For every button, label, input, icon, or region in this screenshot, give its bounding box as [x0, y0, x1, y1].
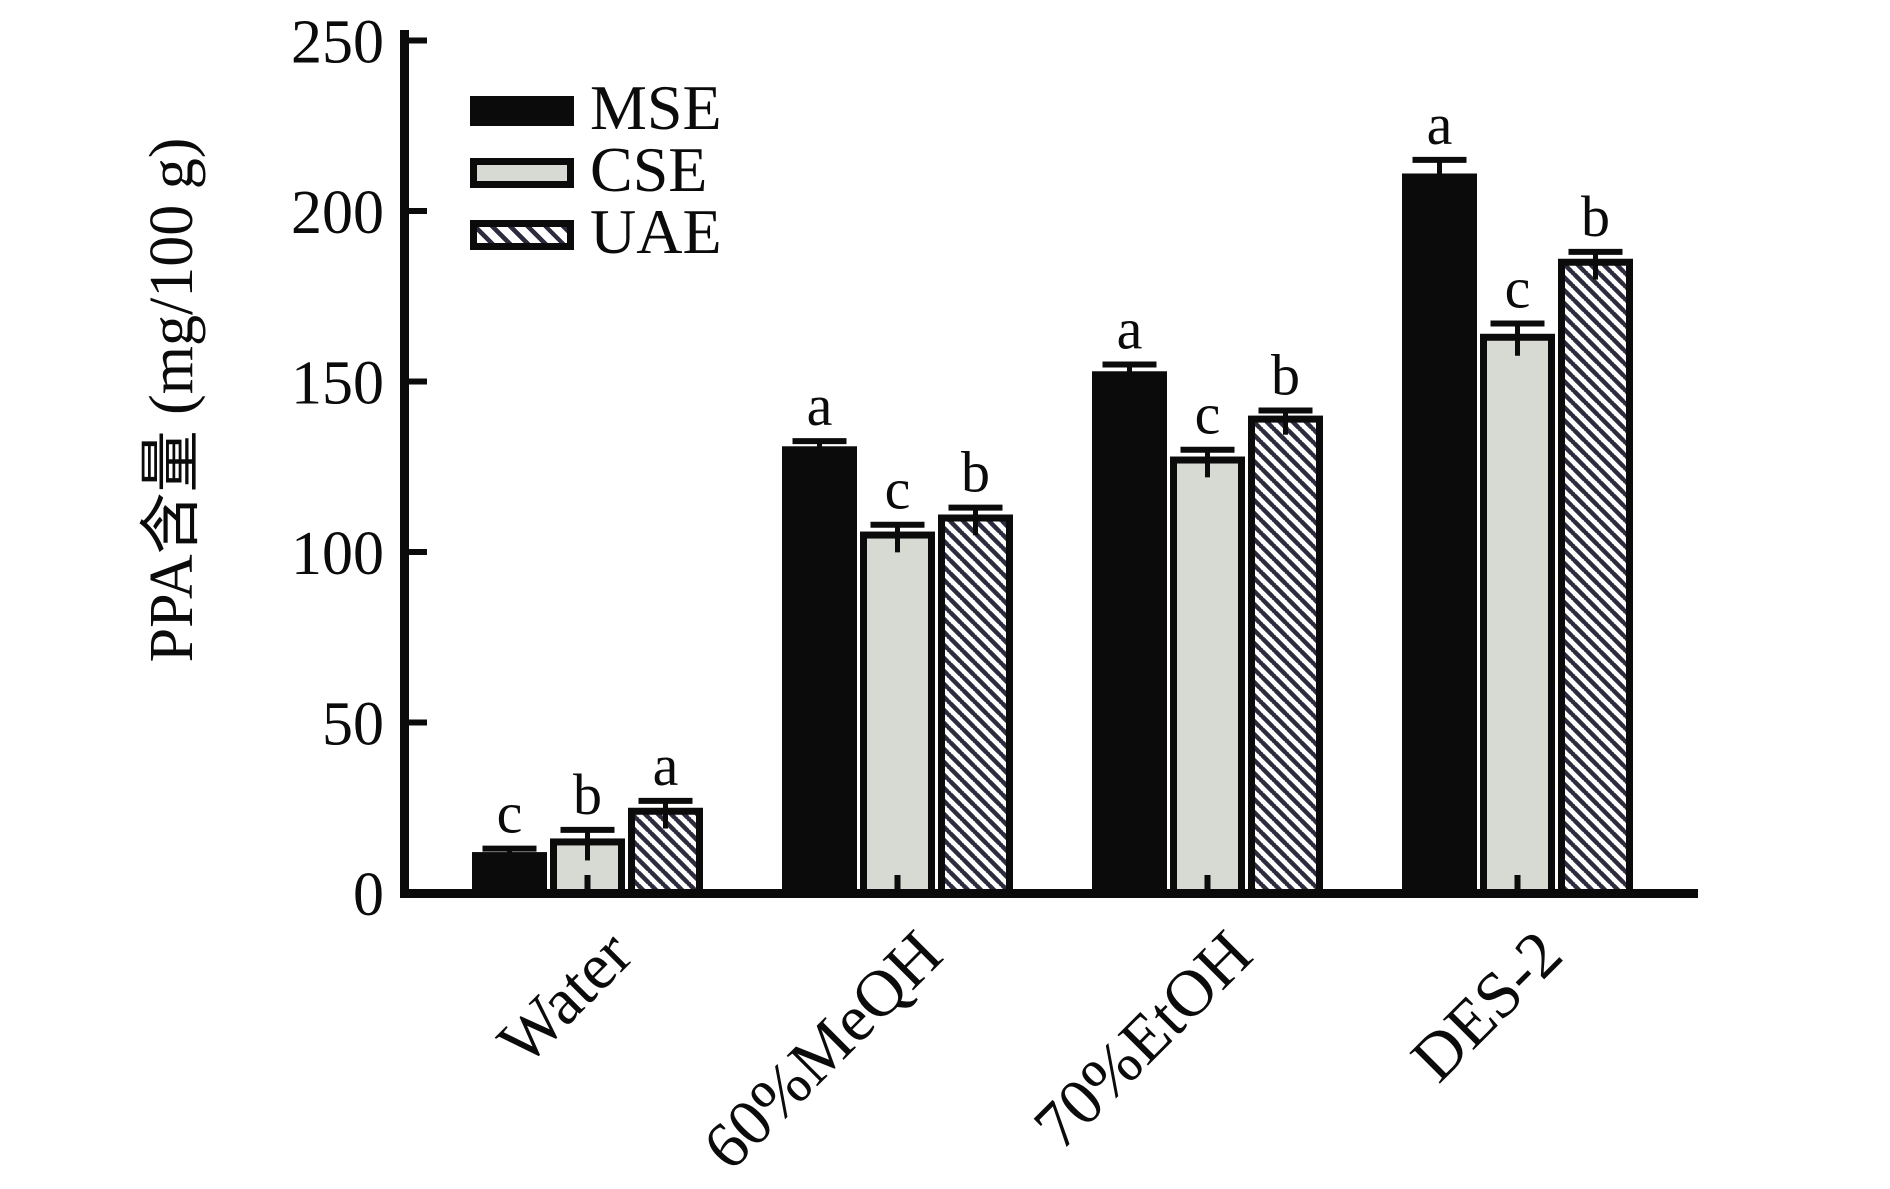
- legend-label-mse: MSE: [590, 72, 722, 143]
- x-tick-60%MeQH: [894, 875, 901, 893]
- bar-UAE-DES-2: [1558, 258, 1633, 897]
- sig-letter-CSE-DES-2: c: [1505, 256, 1531, 321]
- y-tick-label-200: 200: [291, 179, 384, 247]
- legend-swatch-gray-cse: [470, 158, 574, 188]
- bar-CSE-60%MeQH: [860, 531, 935, 897]
- sig-letter-MSE-DES-2: a: [1427, 92, 1453, 157]
- x-tick-70%EtOH: [1204, 875, 1211, 893]
- bar-CSE-70%EtOH: [1170, 456, 1245, 897]
- bar-MSE-60%MeQH: [782, 446, 857, 897]
- y-tick-label-0: 0: [353, 861, 384, 929]
- sig-letter-CSE-60%MeQH: c: [885, 457, 911, 522]
- y-tick-50: [409, 719, 427, 726]
- bar-UAE-60%MeQH: [938, 514, 1013, 897]
- y-tick-150: [409, 378, 427, 385]
- legend-label-uae: UAE: [590, 196, 722, 267]
- legend: MSE CSE UAE: [470, 76, 722, 266]
- x-tick-label-60%MeQH: 60%MeQH: [689, 917, 956, 1184]
- bar-MSE-DES-2: [1402, 173, 1477, 898]
- x-tick-Water: [584, 875, 591, 893]
- y-tick-label-150: 150: [291, 350, 384, 418]
- legend-swatch-solid-mse: [470, 96, 574, 126]
- y-tick-label-250: 250: [291, 9, 384, 77]
- x-tick-label-Water: Water: [484, 917, 646, 1079]
- sig-letter-UAE-DES-2: b: [1581, 184, 1610, 249]
- sig-letter-MSE-60%MeQH: a: [807, 373, 833, 438]
- legend-item-uae: UAE: [470, 200, 722, 266]
- legend-label-cse: CSE: [590, 134, 708, 205]
- y-tick-100: [409, 549, 427, 555]
- y-axis-title: PPA含量 (mg/100 g): [138, 138, 206, 663]
- sig-letter-MSE-Water: c: [497, 781, 523, 846]
- legend-item-mse: MSE: [470, 76, 722, 142]
- sig-letter-UAE-Water: a: [653, 733, 679, 798]
- y-tick-label-100: 100: [291, 520, 384, 588]
- y-tick-250: [409, 37, 427, 44]
- bar-CSE-DES-2: [1480, 333, 1555, 897]
- bar-MSE-70%EtOH: [1092, 371, 1167, 897]
- sig-letter-UAE-70%EtOH: b: [1271, 342, 1300, 407]
- bar-UAE-70%EtOH: [1248, 415, 1323, 897]
- x-axis-line: [400, 889, 1698, 898]
- legend-item-cse: CSE: [470, 138, 722, 204]
- x-tick-label-70%EtOH: 70%EtOH: [1020, 917, 1266, 1163]
- x-tick-label-DES-2: DES-2: [1397, 917, 1576, 1096]
- legend-swatch-hatch-uae: [470, 220, 574, 250]
- y-tick-label-50: 50: [322, 691, 384, 759]
- sig-letter-UAE-60%MeQH: b: [961, 440, 990, 505]
- sig-letter-MSE-70%EtOH: a: [1117, 296, 1143, 361]
- y-tick-200: [409, 208, 427, 214]
- y-axis-line: [400, 30, 409, 898]
- sig-letter-CSE-70%EtOH: c: [1195, 382, 1221, 447]
- x-tick-DES-2: [1514, 875, 1521, 893]
- sig-letter-CSE-Water: b: [573, 762, 602, 827]
